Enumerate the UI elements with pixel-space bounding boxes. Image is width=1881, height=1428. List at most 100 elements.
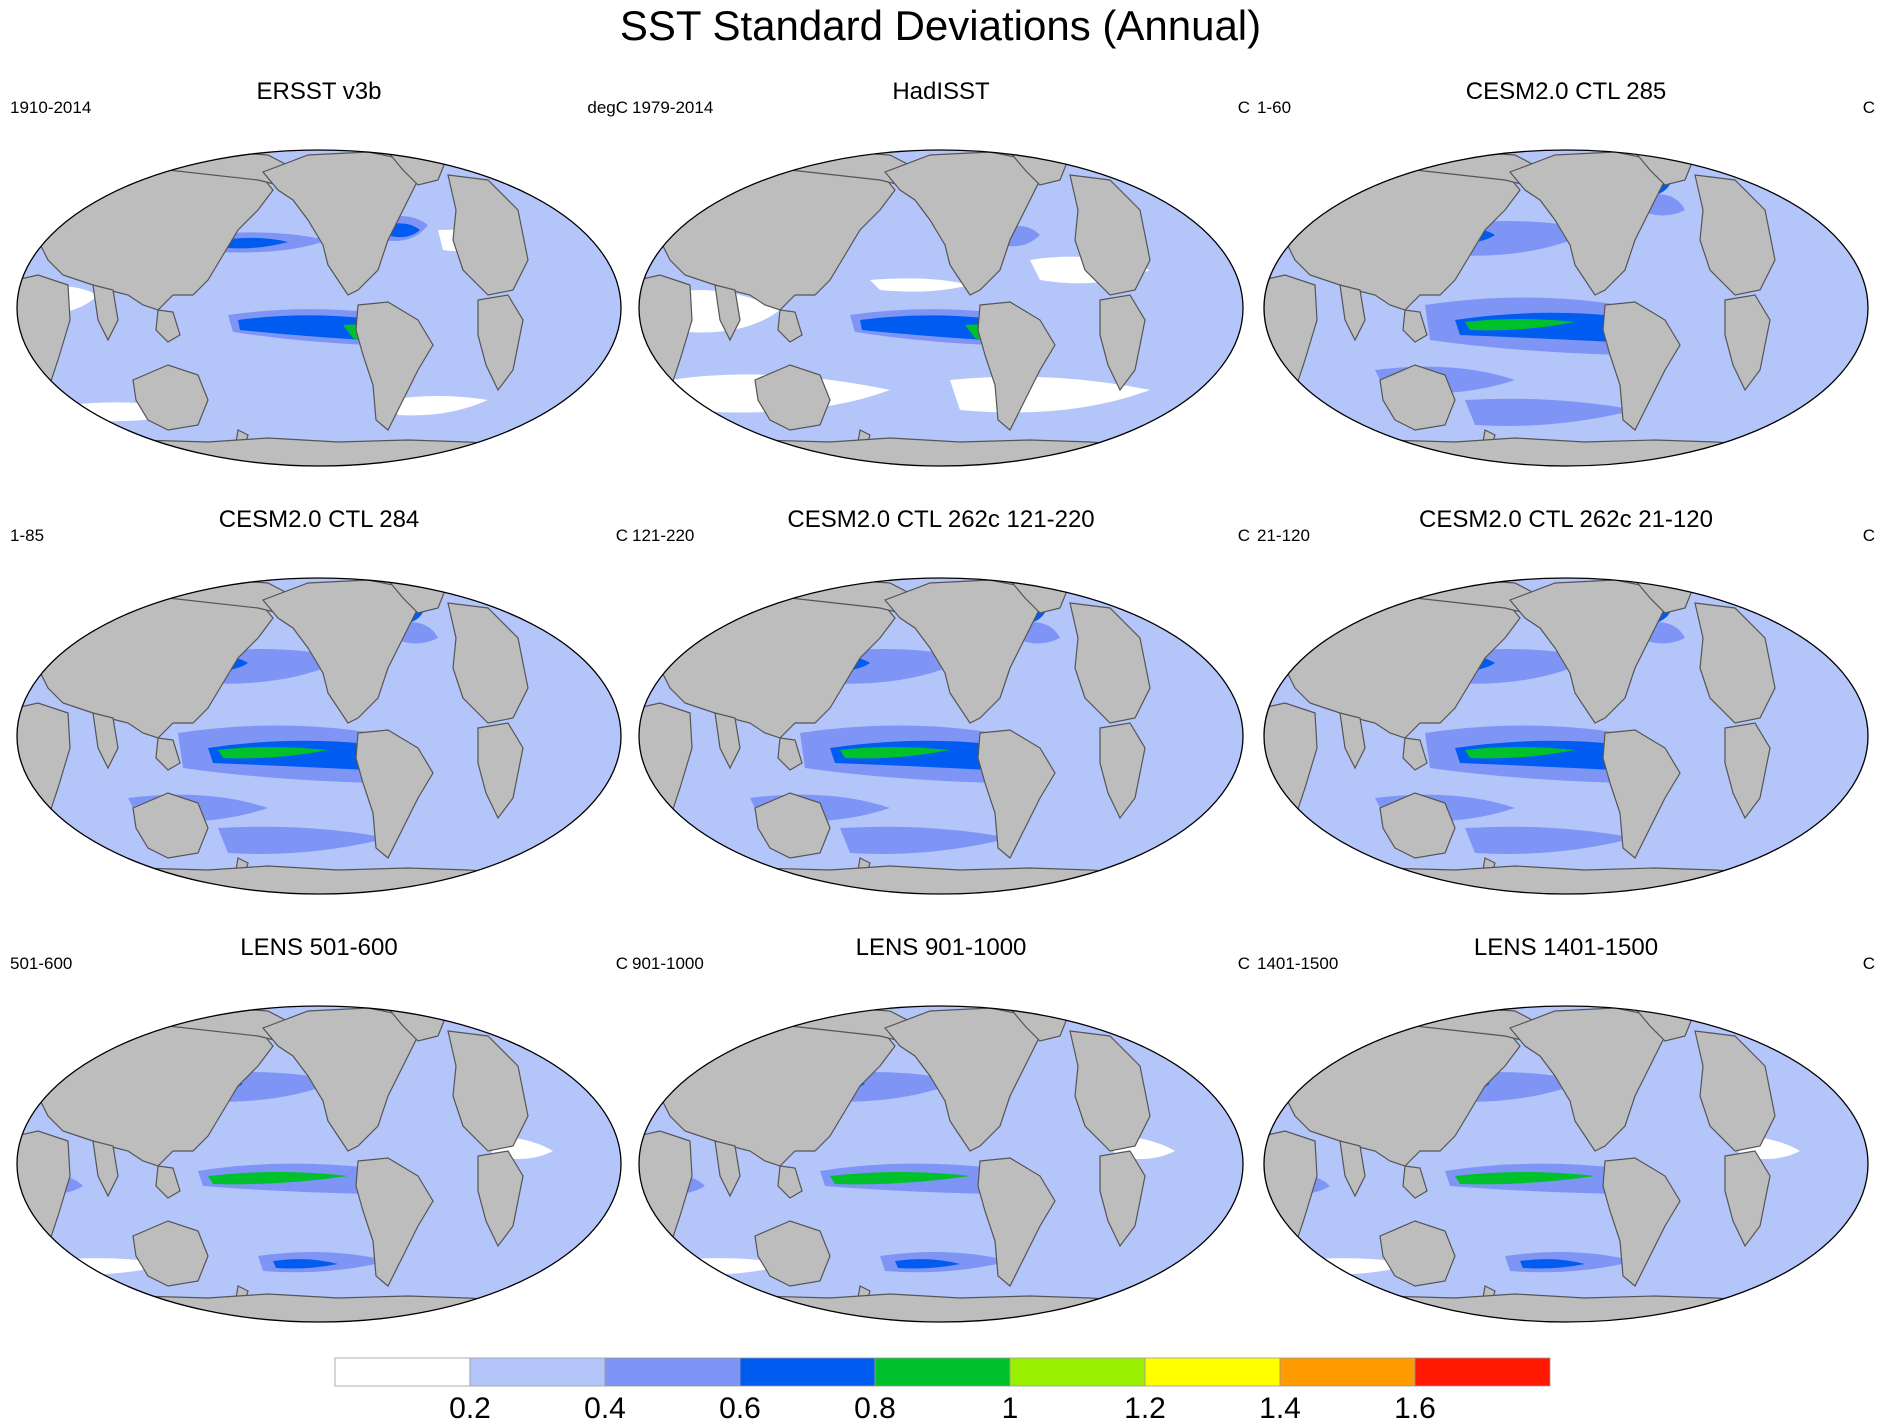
panel-period-label: 1-60 <box>1257 98 1292 117</box>
colorbar-tick-label: 1.6 <box>1394 1392 1436 1425</box>
sst-contour <box>1465 319 1575 331</box>
sst-contour <box>1520 1259 1585 1269</box>
land-australia <box>132 792 209 859</box>
land-australia <box>132 1220 209 1287</box>
land-antarctica <box>77 1293 529 1322</box>
panel-title: CESM2.0 CTL 262c 21-120 <box>1419 506 1713 533</box>
land-india <box>714 712 741 770</box>
land-seasia <box>1402 737 1428 771</box>
sst-contour <box>830 1172 970 1185</box>
land-antarctica <box>699 865 1151 894</box>
land-africa_r <box>1724 722 1771 820</box>
colorbar-box <box>1009 1357 1146 1387</box>
land-india <box>1339 284 1366 342</box>
land-europe <box>447 174 529 296</box>
panel-title: LENS 901-1000 <box>855 934 1027 961</box>
sst-contour <box>840 826 1010 854</box>
land-seasia <box>777 737 803 771</box>
land-africa_r <box>1724 1150 1771 1248</box>
land-antarctica <box>1324 437 1776 466</box>
land-europe <box>1069 174 1151 296</box>
sst-contour <box>1455 1172 1595 1185</box>
map-outline <box>638 1005 1244 1323</box>
land-europe <box>447 602 529 724</box>
land-australia <box>132 364 209 431</box>
sst-contour <box>273 1259 338 1269</box>
panel-units-label: C <box>615 954 628 973</box>
land-antarctica <box>77 437 529 466</box>
panel-title: ERSST v3b <box>256 78 382 105</box>
land-europe <box>1694 602 1776 724</box>
map-panel: CESM2.0 CTL 285 1-60 C <box>1255 78 1877 480</box>
sst-contour <box>208 1172 348 1185</box>
panel-units-label: C <box>1862 98 1875 117</box>
map-outline <box>638 577 1244 895</box>
colorbar-tick-label: 0.8 <box>854 1392 896 1425</box>
land-samerica <box>355 301 434 431</box>
land-australia <box>754 1220 831 1287</box>
land-australia <box>754 364 831 431</box>
colorbar-tick-label: 1 <box>1002 1392 1019 1425</box>
map-panel: LENS 501-600 501-600 C <box>8 934 630 1336</box>
land-seasia <box>777 1165 803 1199</box>
land-africa_r <box>477 722 524 820</box>
figure-title: SST Standard Deviations (Annual) <box>619 2 1262 49</box>
map-outline <box>16 1005 622 1323</box>
land-africa_r <box>1099 722 1146 820</box>
panel-period-label: 1401-1500 <box>1257 954 1339 973</box>
land-europe <box>447 1030 529 1152</box>
land-australia <box>1379 1220 1456 1287</box>
panel-units-label: C <box>1237 98 1250 117</box>
colorbar-tick-label: 1.4 <box>1259 1392 1301 1425</box>
map-outline <box>638 149 1244 467</box>
world-map <box>638 149 1244 467</box>
panel-title: LENS 501-600 <box>240 934 398 961</box>
land-antarctica <box>1324 865 1776 894</box>
panel-units-label: C <box>1237 526 1250 545</box>
map-panel: CESM2.0 CTL 262c 121-220 121-220 C <box>630 506 1252 908</box>
panel-period-label: 21-120 <box>1257 526 1310 545</box>
sst-contour <box>1465 747 1575 759</box>
land-samerica <box>355 729 434 859</box>
sst-contour <box>238 315 364 340</box>
land-india <box>1339 1140 1366 1198</box>
world-map <box>1263 149 1869 467</box>
land-africa_r <box>1724 294 1771 392</box>
land-india <box>92 712 119 770</box>
land-samerica <box>355 1157 434 1287</box>
colorbar-box <box>604 1357 741 1387</box>
colorbar-box <box>334 1357 471 1387</box>
panel-units-label: C <box>1862 954 1875 973</box>
map-panel: HadISST 1979-2014 C <box>630 78 1252 480</box>
map-outline <box>1263 1005 1869 1323</box>
land-europe <box>1069 602 1151 724</box>
map-outline <box>16 149 622 467</box>
land-australia <box>1379 792 1456 859</box>
land-seasia <box>1402 309 1428 343</box>
sst-contour <box>388 396 488 416</box>
land-india <box>714 1140 741 1198</box>
world-map <box>638 577 1244 895</box>
land-seasia <box>155 309 181 343</box>
map-panel: CESM2.0 CTL 284 1-85 C <box>8 506 630 908</box>
land-antarctica <box>699 437 1151 466</box>
sst-contour <box>223 237 288 249</box>
sst-contour <box>1465 398 1635 426</box>
panel-units-label: C <box>615 526 628 545</box>
world-map <box>1263 1005 1869 1323</box>
colorbar: 0.2 0.4 0.6 0.8 1 1.2 1.4 1.6 <box>334 1357 1551 1425</box>
land-india <box>1339 712 1366 770</box>
land-seasia <box>155 1165 181 1199</box>
land-europe <box>1694 1030 1776 1152</box>
land-australia <box>1379 364 1456 431</box>
map-panel: LENS 1401-1500 1401-1500 C <box>1255 934 1877 1336</box>
colorbar-box <box>739 1357 876 1387</box>
land-africa_r <box>1099 1150 1146 1248</box>
land-samerica <box>977 301 1056 431</box>
land-antarctica <box>699 1293 1151 1322</box>
panel-title: LENS 1401-1500 <box>1473 934 1659 961</box>
sst-contour <box>218 747 328 759</box>
colorbar-box <box>1414 1357 1551 1387</box>
panel-title: CESM2.0 CTL 285 <box>1465 78 1667 105</box>
panel-period-label: 501-600 <box>10 954 73 973</box>
